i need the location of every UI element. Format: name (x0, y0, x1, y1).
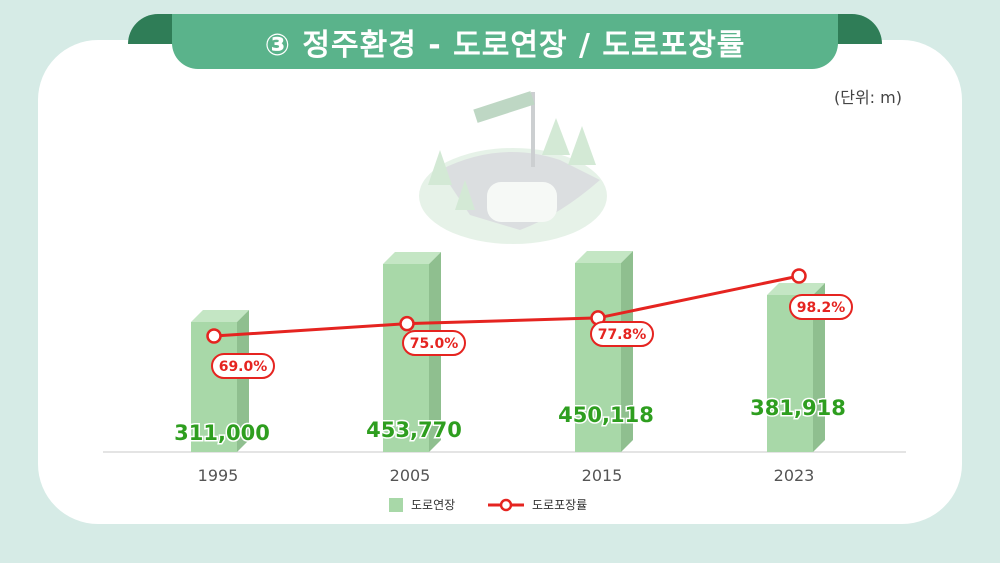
line-label-badge (211, 353, 275, 379)
legend-bar-label: 도로연장 (411, 498, 456, 512)
bar-top (383, 252, 441, 264)
bar-side (813, 283, 825, 452)
bar-value-label: 450,118 (558, 403, 654, 427)
bar-side (621, 251, 633, 452)
x-tick-label: 2023 (774, 466, 815, 485)
bar-value-label: 311,000 (174, 421, 270, 445)
x-tick-label: 2015 (582, 466, 623, 485)
line-point (399, 315, 415, 332)
bar-top (191, 310, 249, 322)
legend-bar-swatch (389, 497, 403, 512)
road-illustration (419, 91, 607, 244)
bar-value-label: 453,770 (366, 418, 462, 442)
bar-top (575, 251, 633, 263)
bar-top (767, 283, 825, 295)
bar-value-label: 381,918 (750, 396, 846, 420)
legend-line-label: 도로포장률 (532, 498, 588, 512)
line-point (791, 268, 807, 284)
line-point (206, 328, 222, 344)
title-ribbon: ③ 정주환경 - 도로연장 / 도로포장률 (172, 14, 838, 69)
bar-side (237, 310, 249, 452)
line-value-label: 75.0% (410, 336, 459, 352)
line-label-badge (789, 294, 853, 320)
legend-line-item: 도로포장률 (488, 496, 587, 513)
line-value-label: 77.8% (598, 327, 647, 343)
unit-label: (단위: m) (834, 88, 902, 107)
x-tick-label: 2005 (390, 466, 431, 485)
page-title: ③ 정주환경 - 도로연장 / 도로포장률 (264, 27, 746, 63)
bar (767, 295, 813, 452)
legend-line-swatch (488, 498, 524, 511)
line-label-badge (590, 321, 654, 347)
line-label-badge (402, 330, 466, 356)
x-tick-label: 1995 (198, 466, 239, 485)
legend-bar-item: 도로연장 (389, 496, 455, 513)
line-value-label: 98.2% (797, 300, 846, 316)
line-value-label: 69.0% (219, 359, 268, 375)
bar (383, 264, 429, 452)
bar (575, 263, 621, 452)
series-line (213, 274, 800, 338)
